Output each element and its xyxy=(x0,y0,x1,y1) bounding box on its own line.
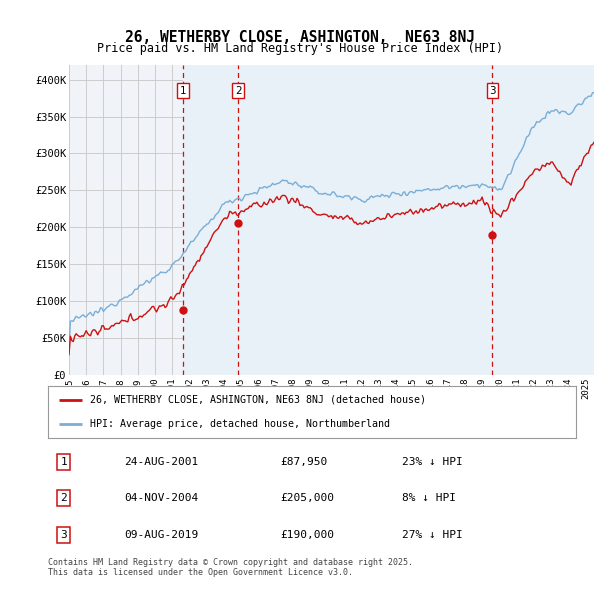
Text: Contains HM Land Registry data © Crown copyright and database right 2025.
This d: Contains HM Land Registry data © Crown c… xyxy=(48,558,413,577)
Text: 27% ↓ HPI: 27% ↓ HPI xyxy=(402,530,463,540)
Text: £190,000: £190,000 xyxy=(280,530,334,540)
Text: 09-AUG-2019: 09-AUG-2019 xyxy=(125,530,199,540)
Text: HPI: Average price, detached house, Northumberland: HPI: Average price, detached house, Nort… xyxy=(90,419,390,429)
Text: 2: 2 xyxy=(61,493,67,503)
Text: 26, WETHERBY CLOSE, ASHINGTON, NE63 8NJ (detached house): 26, WETHERBY CLOSE, ASHINGTON, NE63 8NJ … xyxy=(90,395,426,405)
Text: 26, WETHERBY CLOSE, ASHINGTON,  NE63 8NJ: 26, WETHERBY CLOSE, ASHINGTON, NE63 8NJ xyxy=(125,30,475,45)
Text: 8% ↓ HPI: 8% ↓ HPI xyxy=(402,493,456,503)
Text: 23% ↓ HPI: 23% ↓ HPI xyxy=(402,457,463,467)
Text: £205,000: £205,000 xyxy=(280,493,334,503)
Text: Price paid vs. HM Land Registry's House Price Index (HPI): Price paid vs. HM Land Registry's House … xyxy=(97,42,503,55)
Text: £87,950: £87,950 xyxy=(280,457,328,467)
Text: 24-AUG-2001: 24-AUG-2001 xyxy=(125,457,199,467)
Text: 2: 2 xyxy=(235,86,242,96)
Bar xyxy=(183,65,238,375)
Text: 3: 3 xyxy=(489,86,496,96)
Text: 3: 3 xyxy=(61,530,67,540)
Bar xyxy=(238,65,594,375)
Text: 04-NOV-2004: 04-NOV-2004 xyxy=(125,493,199,503)
Text: 1: 1 xyxy=(179,86,186,96)
Text: 1: 1 xyxy=(61,457,67,467)
